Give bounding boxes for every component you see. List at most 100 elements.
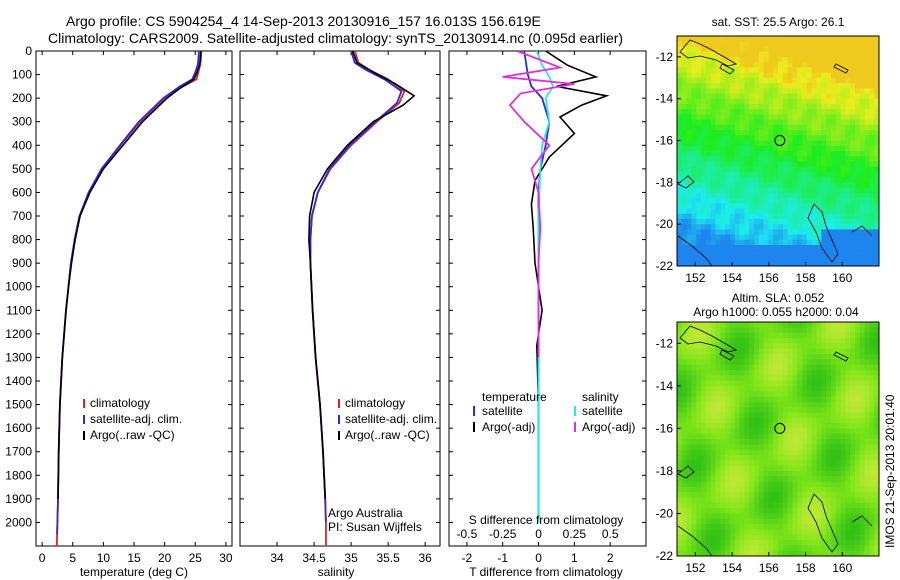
heatmap-cell [797,369,803,376]
heatmap-cell [753,187,760,194]
heatmap-cell [758,114,765,121]
heatmap-cell [763,124,769,131]
heatmap-cell [705,198,712,204]
heatmap-cell [677,245,683,251]
heatmap-cell [734,41,741,48]
heatmap-cell [715,502,721,509]
heatmap-cell [773,109,779,116]
heatmap-cell [677,229,683,236]
heatmap-cell [816,213,822,220]
heatmap-cell [816,337,822,344]
heatmap-cell [715,171,721,178]
heatmap-cell [826,245,832,251]
heatmap-cell [686,497,693,504]
heatmap-cell [850,359,856,366]
heatmap-cell [753,433,760,440]
heatmap-cell [778,46,784,53]
heatmap-cell [816,332,822,339]
heatmap-cell [845,423,851,429]
heatmap-cell [845,385,851,392]
heatmap-cell [850,513,856,520]
heatmap-cell [729,492,736,499]
sla-map-title-1: Altim. SLA: 0.052 [732,291,825,305]
heatmap-cell [787,428,794,435]
heatmap-cell [830,353,837,360]
heatmap-cell [681,454,688,461]
heatmap-cell [797,332,803,339]
heatmap-cell [739,88,745,95]
heatmap-cell [734,192,741,199]
heatmap-cell [811,250,818,257]
heatmap-cell [744,454,750,461]
heatmap-cell [869,182,875,189]
heatmap-cell [720,218,726,225]
heatmap-cell [677,460,683,467]
heatmap-cell [691,156,697,163]
heatmap-cell [729,151,736,157]
heatmap-cell [840,401,846,408]
heatmap-cell [715,72,721,79]
heatmap-cell [753,513,760,520]
heatmap-cell [686,203,693,210]
heatmap-cell [715,182,721,189]
heatmap-cell [869,239,875,246]
heatmap-cell [705,470,712,477]
heatmap-cell [720,93,726,100]
heatmap-cell [864,103,870,110]
temperature-xlabel: temperature (deg C) [80,565,188,579]
heatmap-cell [797,98,803,105]
heatmap-cell [710,56,717,63]
heatmap-cell [705,130,712,136]
heatmap-cell [840,41,846,48]
heatmap-cell [787,359,794,366]
heatmap-cell [705,513,712,520]
heatmap-cell [691,161,697,168]
heatmap-cell [864,83,870,89]
heatmap-cell [782,234,789,241]
heatmap-cell [864,198,870,204]
heatmap-cell [763,161,769,168]
heatmap-cell [787,145,794,152]
heatmap-cell [787,229,794,236]
heatmap-cell [797,385,803,392]
heatmap-cell [782,407,789,414]
heatmap-cell [681,182,688,189]
heatmap-cell [758,245,765,251]
heatmap-cell [729,224,736,231]
heatmap-cell [758,41,765,48]
heatmap-cell [710,337,717,344]
heatmap-cell [739,187,745,194]
heatmap-cell [715,385,721,392]
heatmap-cell [840,177,846,183]
heatmap-cell [787,545,794,552]
heatmap-cell [840,545,846,552]
heatmap-cell [830,460,837,467]
heatmap-cell [701,83,707,89]
heatmap-cell [768,380,774,387]
heatmap-cell [854,36,861,42]
heatmap-cell [869,322,875,328]
heatmap-cell [763,322,769,328]
heatmap-cell [720,166,726,173]
heatmap-cell [696,497,702,504]
depth-tick-label: 200 [12,91,32,105]
heatmap-cell [758,208,765,215]
heatmap-cell [869,391,875,398]
heatmap-cell [845,224,851,231]
heatmap-cell [778,529,784,536]
x-tick-label: 1 [571,551,578,565]
heatmap-cell [806,77,813,84]
heatmap-cell [773,454,779,461]
heatmap-cell [758,492,765,499]
heatmap-cell [686,114,693,121]
heatmap-cell [696,524,702,531]
heatmap-cell [811,171,818,178]
heatmap-cell [701,423,707,429]
heatmap-cell [696,245,702,251]
heatmap-cell [686,245,693,251]
heatmap-cell [768,502,774,509]
heatmap-cell [821,540,827,546]
heatmap-cell [715,67,721,74]
heatmap-cell [835,428,842,435]
heatmap-cell [830,250,837,257]
